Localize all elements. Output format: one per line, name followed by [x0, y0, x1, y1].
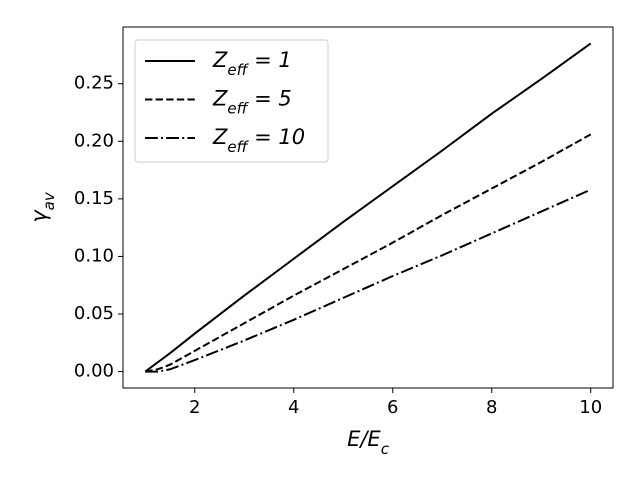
legend-label: Zeff = 10 [212, 125, 305, 156]
y-tick-label: 0.00 [74, 361, 114, 382]
plot-frame [122, 26, 614, 389]
legend-label: Zeff = 5 [212, 87, 292, 118]
series-line [145, 188, 592, 373]
legend-box [134, 39, 329, 163]
y-tick-label: 0.10 [74, 245, 114, 266]
x-tick-label: 4 [288, 397, 299, 418]
x-tick-label: 6 [387, 397, 398, 418]
series-line [144, 42, 592, 373]
y-tick-label: 0.20 [74, 130, 114, 151]
y-tick-label: 0.25 [74, 73, 114, 94]
x-tick-label: 2 [189, 397, 200, 418]
y-tick-label: 0.05 [74, 303, 114, 324]
series-line [145, 133, 592, 373]
x-axis-label: E/Ec [347, 427, 390, 458]
x-tick-label: 10 [579, 397, 602, 418]
y-axis-label: γav [27, 191, 58, 223]
y-tick-label: 0.15 [74, 188, 114, 209]
legend-label: Zeff = 1 [212, 48, 292, 79]
legend: Zeff = 1 Zeff = 5 Zeff = 10 [134, 39, 329, 163]
x-tick-label: 8 [486, 397, 497, 418]
